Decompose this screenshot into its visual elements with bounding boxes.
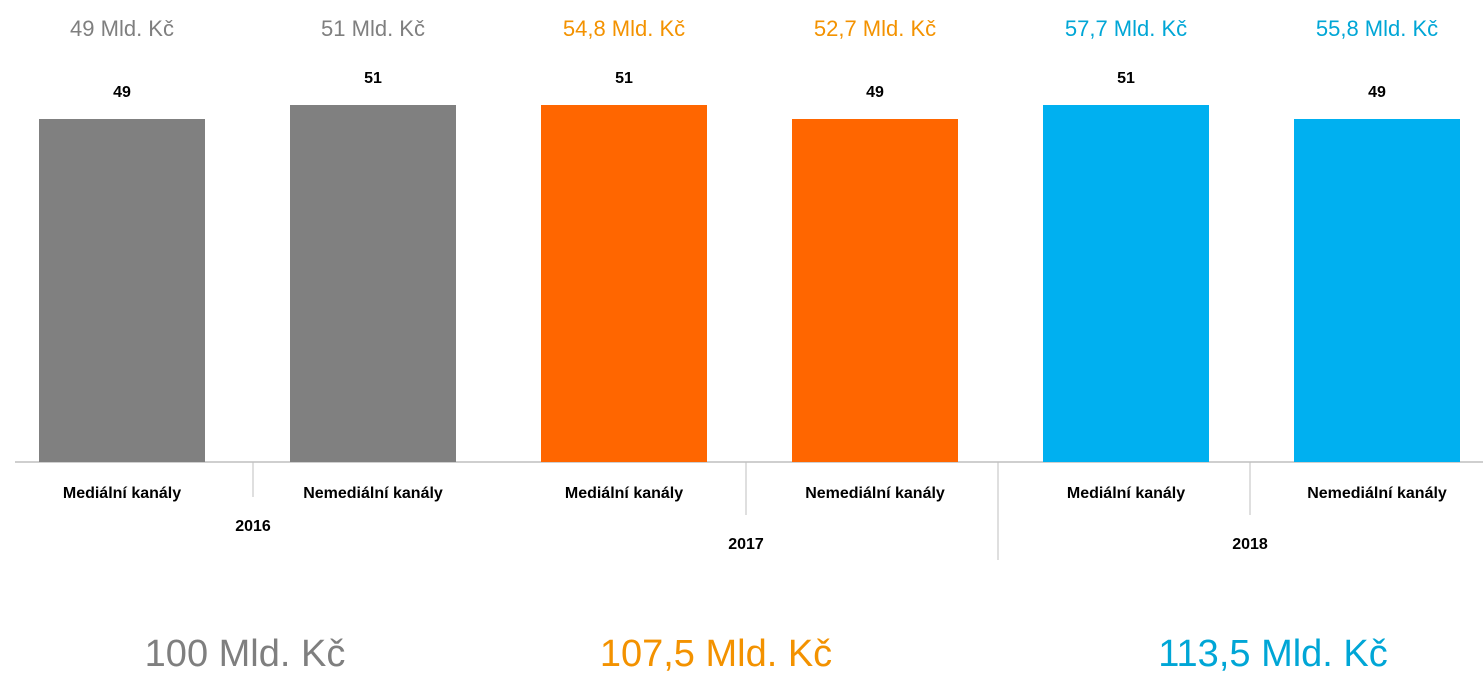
group-label: 2016 bbox=[235, 518, 271, 535]
bar bbox=[1294, 119, 1460, 462]
x-tick-label: Nemediální kanály bbox=[1307, 485, 1447, 502]
total-label: 113,5 Mld. Kč bbox=[1158, 633, 1388, 673]
data-label: 49 bbox=[866, 84, 884, 101]
bar bbox=[290, 105, 456, 462]
amount-label: 49 Mld. Kč bbox=[70, 16, 174, 41]
amount-label: 54,8 Mld. Kč bbox=[563, 16, 685, 41]
data-label: 51 bbox=[364, 70, 382, 87]
total-label: 100 Mld. Kč bbox=[145, 633, 346, 673]
x-tick-label: Mediální kanály bbox=[1067, 485, 1185, 502]
data-label: 51 bbox=[615, 70, 633, 87]
data-label: 51 bbox=[1117, 70, 1135, 87]
x-tick-label: Nemediální kanály bbox=[805, 485, 945, 502]
amount-label: 57,7 Mld. Kč bbox=[1065, 16, 1187, 41]
total-label: 107,5 Mld. Kč bbox=[600, 633, 832, 673]
bar bbox=[1043, 105, 1209, 462]
amount-label: 55,8 Mld. Kč bbox=[1316, 16, 1438, 41]
group-label: 2018 bbox=[1232, 536, 1268, 553]
bar bbox=[541, 105, 707, 462]
data-label: 49 bbox=[1368, 84, 1386, 101]
bar bbox=[39, 119, 205, 462]
group-label: 2017 bbox=[728, 536, 764, 553]
x-tick-label: Nemediální kanály bbox=[303, 485, 443, 502]
data-label: 49 bbox=[113, 84, 131, 101]
amount-label: 52,7 Mld. Kč bbox=[814, 16, 936, 41]
amount-label: 51 Mld. Kč bbox=[321, 16, 425, 41]
x-tick-label: Mediální kanály bbox=[63, 485, 181, 502]
bar bbox=[792, 119, 958, 462]
x-tick-label: Mediální kanály bbox=[565, 485, 683, 502]
